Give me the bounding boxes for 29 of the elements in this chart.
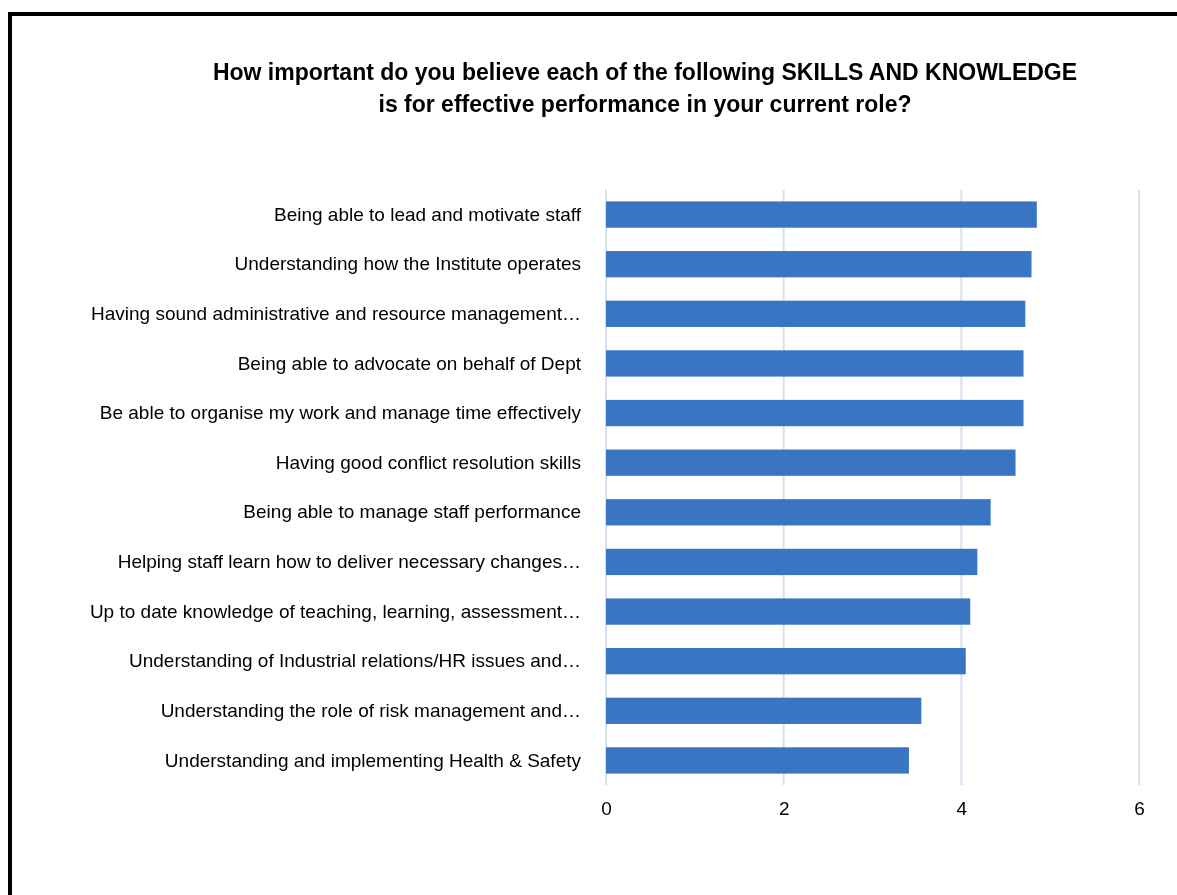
y-tick-label: Understanding how the Institute operates [234,253,581,275]
bar [606,697,922,724]
y-tick-label: Being able to lead and motivate staff [273,203,582,225]
bar [606,251,1032,278]
y-tick-label: Understanding the role of risk management and… [160,699,581,721]
x-tick-label: 6 [1134,798,1145,820]
bar [606,598,971,625]
y-tick-label: Being able to advocate on behalf of Dept [237,352,582,374]
y-tick-label: Being able to manage staff performance [243,501,581,523]
x-tick-label: 2 [778,798,790,820]
y-tick-label: Having sound administrative and resource management… [90,302,581,324]
bar [606,648,966,675]
x-tick-label: 4 [956,798,968,820]
x-tick-label: 0 [601,798,612,820]
bar [606,201,1037,228]
bar [606,449,1016,476]
bar [606,399,1024,427]
y-tick-label: Having good conflict resolution skills [275,451,581,473]
bar [606,747,909,774]
bar [606,300,1026,327]
y-tick-label: Understanding and implementing Health & Safety [164,749,582,771]
y-tick-label: Be able to organise my work and manage time effectively [99,402,582,424]
bar [606,350,1024,377]
y-tick-label: Understanding of Industrial relations/HR issues and… [128,650,581,672]
bar [606,548,978,576]
bar [606,499,991,526]
y-tick-label: Helping staff learn how to deliver necessary changes… [117,551,581,573]
y-tick-label: Up to date knowledge of teaching, learning, assessment… [89,600,581,622]
chart-title: How important do you believe each of the following SKILLS AND KNOWLEDGE is for effective performance in your current role? [212,59,1078,117]
